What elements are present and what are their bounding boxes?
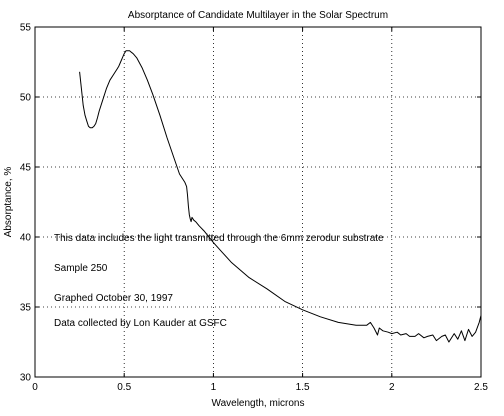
annotation-data-source: Data collected by Lon Kauder at GSFC: [54, 318, 227, 329]
y-tick-label: 50: [20, 93, 32, 104]
x-tick-label: 1: [211, 382, 217, 393]
x-tick-label: 1.5: [296, 382, 310, 393]
y-tick-label: 55: [20, 23, 32, 34]
y-tick-label: 35: [20, 303, 32, 314]
x-tick-label: 2: [389, 382, 395, 393]
y-tick-label: 45: [20, 163, 32, 174]
axis-ticks: 0 0.5 1 1.5 2 2.5 30 35 40 45 50 55: [20, 23, 489, 394]
x-tick-label: 0: [32, 382, 38, 393]
y-tick-label: 30: [20, 373, 32, 384]
x-tick-label: 0.5: [117, 382, 131, 393]
annotation-zerodur-note: This data includes the light transmitted…: [54, 233, 384, 244]
x-axis-label: Wavelength, microns: [212, 398, 305, 409]
plot-frame: [34, 26, 482, 378]
series-line-absorptance: [79, 50, 482, 343]
chart-title: Absorptance of Candidate Multilayer in t…: [128, 10, 388, 21]
annotation-graphed-date: Graphed October 30, 1997: [54, 293, 173, 304]
y-tick-label: 40: [20, 233, 32, 244]
y-axis-label: Absorptance, %: [3, 167, 14, 238]
x-tick-label: 2.5: [474, 382, 488, 393]
annotation-sample: Sample 250: [54, 263, 108, 274]
